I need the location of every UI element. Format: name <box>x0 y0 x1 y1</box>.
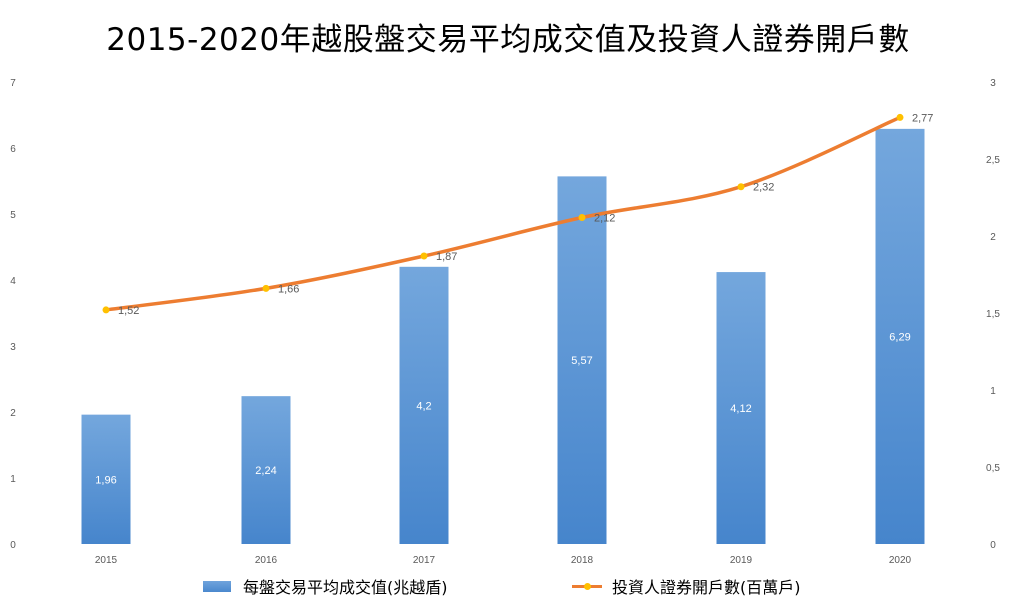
legend-line-swatch <box>572 579 602 593</box>
line-data-label: 2,32 <box>753 182 774 194</box>
right-tick-label: 3 <box>990 78 996 89</box>
bar-data-label: 5,57 <box>571 355 592 367</box>
line-point <box>578 214 586 222</box>
left-tick-label: 5 <box>10 210 16 221</box>
left-tick-label: 6 <box>10 144 16 155</box>
x-tick-label: 2019 <box>730 555 753 566</box>
left-tick-label: 0 <box>10 540 16 551</box>
bar-series: 1,96 2,24 4,2 5,57 4,12 6,29 <box>81 128 925 545</box>
line-point <box>737 183 745 191</box>
bar <box>399 266 449 544</box>
bar-data-label: 2,24 <box>255 465 276 477</box>
bar-data-label: 4,2 <box>416 400 431 412</box>
x-tick-label: 2015 <box>95 555 118 566</box>
line-point <box>896 113 904 121</box>
right-tick-label: 2,5 <box>986 155 1000 166</box>
bar <box>875 128 925 545</box>
bar <box>557 176 607 544</box>
right-tick-label: 0 <box>990 540 996 551</box>
bar <box>241 396 291 544</box>
line-data-label: 1,52 <box>118 305 139 317</box>
legend-item-bars: 每盤交易平均成交值(兆越盾) <box>203 574 448 598</box>
left-tick-label: 7 <box>10 78 16 89</box>
line-data-label: 2,77 <box>912 112 933 124</box>
right-tick-label: 0,5 <box>986 463 1000 474</box>
line-series: 1,52 1,66 1,87 2,12 2,32 2,77 <box>102 112 933 317</box>
bar-data-label: 4,12 <box>730 403 751 415</box>
bar-data-label: 6,29 <box>889 331 910 343</box>
line-point <box>262 284 270 292</box>
left-tick-label: 2 <box>10 408 16 419</box>
right-tick-label: 1 <box>990 386 996 397</box>
bar <box>81 414 131 544</box>
line-data-label: 2,12 <box>594 213 615 225</box>
right-y-axis: 0 0,5 1 1,5 2 2,5 3 <box>986 78 1000 551</box>
left-tick-label: 3 <box>10 342 16 353</box>
legend-label-bars: 每盤交易平均成交值(兆越盾) <box>243 578 448 597</box>
x-tick-label: 2016 <box>255 555 278 566</box>
bar-data-label: 1,96 <box>95 474 116 486</box>
legend-label-line: 投資人證券開戶數(百萬戶) <box>612 578 801 597</box>
x-axis: 2015 2016 2017 2018 2019 2020 <box>95 555 912 566</box>
legend: 每盤交易平均成交值(兆越盾) 投資人證券開戶數(百萬戶) <box>0 574 1016 604</box>
bar <box>716 272 766 544</box>
line-point <box>102 306 110 314</box>
chart-title: 2015-2020年越股盤交易平均成交值及投資人證券開戶數 <box>106 22 910 58</box>
x-tick-label: 2017 <box>413 555 436 566</box>
left-tick-label: 4 <box>10 276 16 287</box>
right-tick-label: 2 <box>990 232 996 243</box>
line-data-label: 1,87 <box>436 251 457 263</box>
line-path <box>104 115 902 312</box>
right-tick-label: 1,5 <box>986 309 1000 320</box>
legend-bar-swatch <box>203 580 231 592</box>
line-point <box>420 252 428 260</box>
x-tick-label: 2020 <box>889 555 912 566</box>
left-y-axis: 0 1 2 3 4 5 6 7 <box>10 78 16 551</box>
left-tick-label: 1 <box>10 474 16 485</box>
x-tick-label: 2018 <box>571 555 594 566</box>
legend-item-line: 投資人證券開戶數(百萬戶) <box>572 574 801 598</box>
line-data-label: 1,66 <box>278 283 299 295</box>
